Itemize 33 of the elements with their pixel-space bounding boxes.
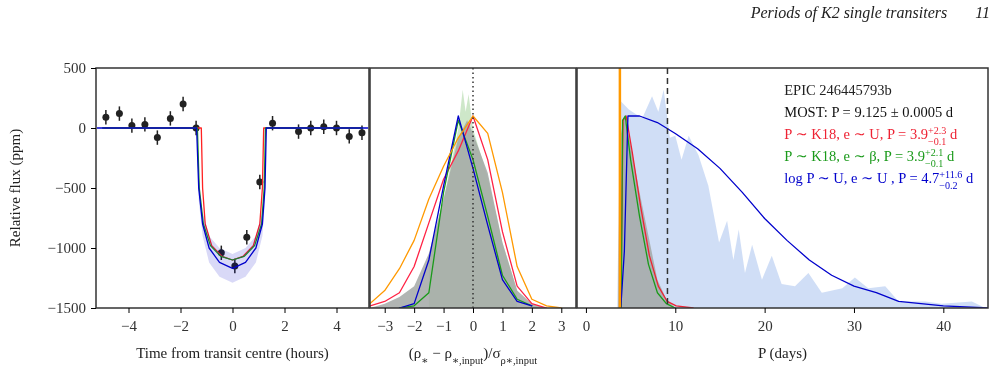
x-axis-title: P (days) xyxy=(757,345,808,362)
ref-line-label: MOST: P = 9.125 ± 0.0005 d xyxy=(784,104,954,120)
x-tick-label: 0 xyxy=(469,317,478,334)
legend-title: EPIC 246445793b xyxy=(784,82,892,98)
x-tick-label: 0 xyxy=(229,317,237,334)
text: P ∼ K18, e ∼ β, P = 3.9$^{+2.1}$$_{−0.1}$ d xyxy=(784,146,955,169)
x-tick-label: 4 xyxy=(333,317,342,334)
x-tick-label: 2 xyxy=(281,317,289,334)
text: 11 xyxy=(975,4,990,21)
x-axis-title: Time from transit centre (hours) xyxy=(136,345,329,362)
x-tick-label: −4 xyxy=(121,317,138,334)
x-tick-label: −2 xyxy=(406,317,423,334)
x-tick-label: 10 xyxy=(668,317,684,334)
y-tick-label: −1000 xyxy=(47,240,86,257)
y-tick-label: −1500 xyxy=(47,300,86,317)
y-tick-label: 500 xyxy=(63,60,86,77)
x-tick-label: 30 xyxy=(846,317,862,334)
text: P ∼ K18, e ∼ U, P = 3.9$^{+2.3}$$_{−0.1}$ d xyxy=(784,124,959,147)
y-tick-label: 0 xyxy=(78,120,86,137)
x-tick-label: −3 xyxy=(377,317,394,334)
x-tick-label: 0 xyxy=(582,317,591,334)
x-tick-label: 3 xyxy=(558,317,566,334)
x-tick-label: 1 xyxy=(499,317,507,334)
x-tick-label: 20 xyxy=(757,317,773,334)
text: log P ∼ U, e ∼ U , P = 4.7$^{+11.6}$$_{−0.2}$ d xyxy=(784,168,974,191)
y-tick-label: −500 xyxy=(55,180,86,197)
y-axis-title: Relative flux (ppm) xyxy=(7,128,24,248)
x-tick-label: 40 xyxy=(936,317,952,334)
x-tick-label: 2 xyxy=(528,317,537,334)
x-tick-label: −1 xyxy=(436,317,453,334)
x-axis-title: (ρ$_{∗}$ − ρ$_{∗,input}$)/σ$_{ρ∗,input}$ xyxy=(408,345,538,366)
text: Periods of K2 single transiters xyxy=(749,4,948,22)
x-tick-label: −2 xyxy=(173,317,189,334)
